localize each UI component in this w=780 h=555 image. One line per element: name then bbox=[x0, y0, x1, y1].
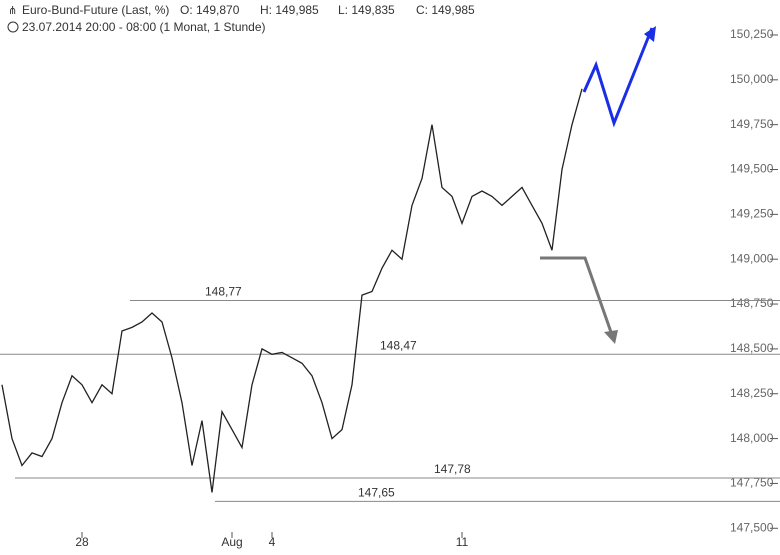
x-tick-label: Aug bbox=[221, 535, 242, 549]
level-label: 147,65 bbox=[358, 486, 395, 500]
x-tick-label: 11 bbox=[456, 535, 469, 549]
y-tick-label: 148,750 bbox=[730, 296, 774, 310]
y-tick-label: 147,750 bbox=[730, 476, 774, 490]
arrow-head bbox=[644, 26, 656, 42]
x-tick-label: 28 bbox=[75, 535, 89, 549]
forecast-up bbox=[582, 27, 654, 128]
clock-icon bbox=[7, 21, 19, 33]
forecast-down bbox=[540, 256, 614, 336]
level-label: 148,47 bbox=[380, 338, 417, 352]
y-tick-label: 149,500 bbox=[730, 162, 774, 176]
chart-icon: ⋔ bbox=[8, 5, 17, 17]
arrow-head bbox=[604, 330, 618, 344]
y-tick-label: 149,000 bbox=[730, 251, 774, 265]
chart-title: Euro-Bund-Future (Last, %) bbox=[22, 3, 169, 17]
ohlc-low: L: 149,835 bbox=[338, 3, 395, 17]
ohlc-high: H: 149,985 bbox=[260, 3, 319, 17]
y-tick-label: 147,500 bbox=[730, 520, 774, 534]
x-tick-label: 4 bbox=[269, 535, 276, 549]
y-tick-label: 148,000 bbox=[730, 431, 774, 445]
y-tick-label: 148,500 bbox=[730, 341, 774, 355]
ohlc-open: O: 149,870 bbox=[180, 3, 240, 17]
y-tick-label: 150,250 bbox=[730, 27, 774, 41]
y-tick-label: 149,250 bbox=[730, 207, 774, 221]
y-tick-label: 150,000 bbox=[730, 72, 774, 86]
level-label: 147,78 bbox=[434, 462, 471, 476]
y-tick-label: 149,750 bbox=[730, 117, 774, 131]
level-label: 148,77 bbox=[205, 285, 242, 299]
ohlc-close: C: 149,985 bbox=[416, 3, 475, 17]
y-tick-label: 148,250 bbox=[730, 386, 774, 400]
price-line bbox=[1, 88, 583, 493]
chart-subtitle: 23.07.2014 20:00 - 08:00 (1 Monat, 1 Stu… bbox=[22, 20, 266, 34]
